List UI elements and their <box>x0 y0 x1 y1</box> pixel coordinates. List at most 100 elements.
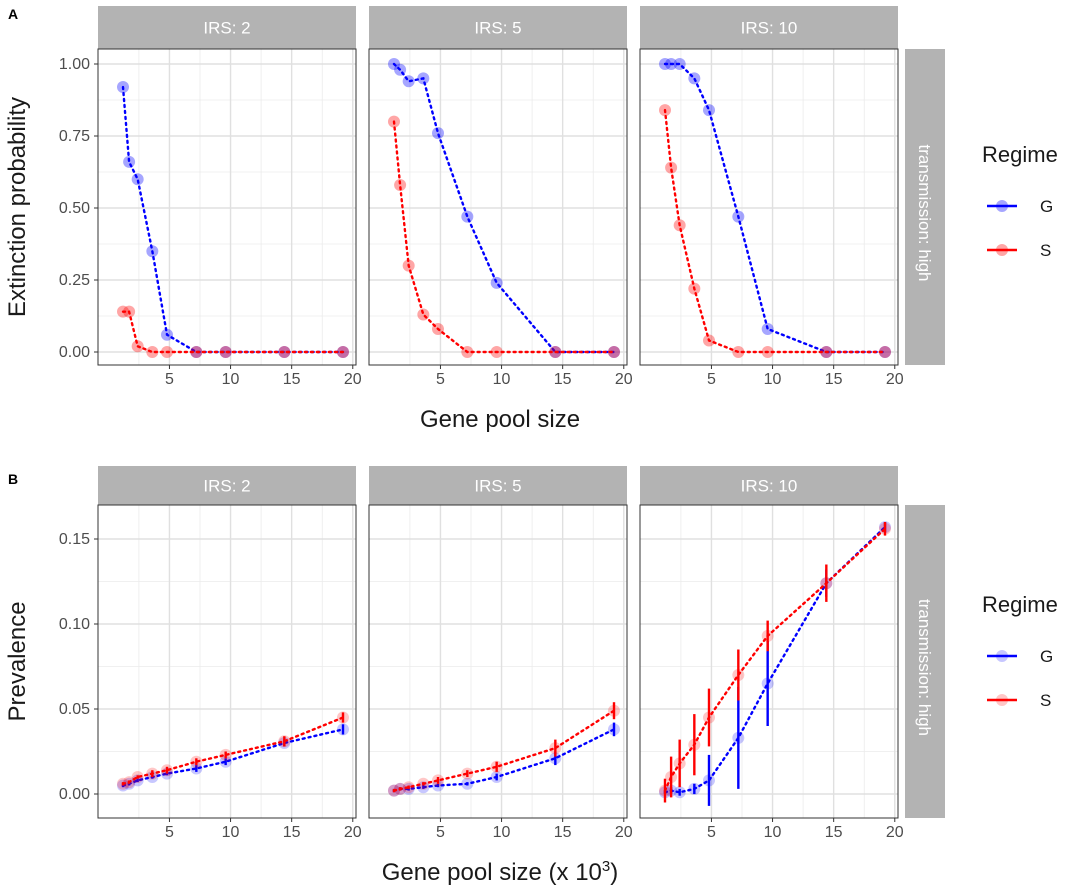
data-point-S <box>703 711 715 724</box>
legend-label-G: G <box>1040 197 1053 216</box>
y-axis-title: Prevalence <box>4 601 31 721</box>
panel-border <box>639 504 899 819</box>
data-point-G <box>659 58 671 70</box>
facet-strip <box>640 466 898 505</box>
y-tick-label: 0.50 <box>59 200 90 217</box>
data-point-G <box>117 81 129 94</box>
data-point-S <box>608 704 620 717</box>
data-point-G <box>732 731 745 744</box>
data-point-S <box>417 777 430 790</box>
y-tick-label: 0.15 <box>59 531 90 548</box>
x-axis-title-main: Gene pool size (x 10 <box>382 859 602 886</box>
facet-strip <box>98 6 356 49</box>
data-point-G <box>549 752 562 765</box>
data-point-G <box>461 777 474 790</box>
data-point-G <box>490 276 503 289</box>
data-point-S <box>337 346 349 358</box>
facet-A-2: IRS: 5 5 10 15 20 <box>368 6 633 388</box>
data-point-G <box>394 63 407 76</box>
facet-A-3: IRS: 10 5 10 15 20 <box>639 6 904 388</box>
facet-strip-label: IRS: 10 <box>741 477 798 496</box>
data-point-G <box>490 771 503 783</box>
data-point-G <box>131 173 144 186</box>
data-point-S <box>123 305 136 318</box>
plot-background <box>98 505 356 818</box>
data-point-G <box>688 72 701 85</box>
facet-B-1: IRS: 2 5 10 15 20 <box>97 466 362 841</box>
data-point-S <box>337 711 349 724</box>
data-point-S <box>161 346 173 358</box>
row-strip-label: transmission: high <box>915 599 934 736</box>
data-point-S <box>161 764 173 777</box>
data-point-S <box>549 742 562 755</box>
data-point-G <box>761 677 774 690</box>
x-axis-title-end: ) <box>610 859 618 886</box>
y-tick-label: 0.25 <box>59 272 90 289</box>
facet-B-2: IRS: 5 5 10 15 20 <box>368 466 633 841</box>
x-tick-label: 20 <box>344 371 362 388</box>
data-point-G <box>608 346 620 358</box>
data-point-S <box>402 259 415 272</box>
data-point-S <box>608 346 620 358</box>
series-line-G <box>663 62 887 354</box>
x-tick-label: 20 <box>344 824 362 841</box>
facet-strip-label: IRS: 5 <box>474 477 521 496</box>
data-point-G <box>388 58 400 70</box>
plot-background <box>640 49 898 365</box>
data-point-S <box>688 738 701 751</box>
data-point-S <box>123 776 136 789</box>
legend-key-point-G <box>996 200 1008 212</box>
row-strip-label: transmission: high <box>915 144 934 281</box>
plot-background <box>98 49 356 365</box>
x-tick-label: 5 <box>707 824 716 841</box>
data-point-S <box>117 777 129 790</box>
data-point-S <box>820 577 833 590</box>
x-tick-label: 15 <box>283 371 301 388</box>
data-point-G <box>402 75 415 88</box>
legend-title: Regime <box>982 592 1058 617</box>
facet-strip-label: IRS: 2 <box>203 19 250 38</box>
data-point-S <box>688 282 701 295</box>
data-point-S <box>659 104 671 117</box>
data-point-G <box>761 322 774 335</box>
plot-background <box>369 49 627 365</box>
series-line-S <box>121 310 345 354</box>
legend-key-point-S <box>996 694 1008 706</box>
data-point-G <box>665 58 678 70</box>
x-tick-label: 10 <box>493 824 511 841</box>
y-tick-label: 0.00 <box>59 786 90 803</box>
x-axis-title-superscript: 3 <box>602 858 610 875</box>
x-axis-title: Gene pool size (x 103) <box>382 858 618 886</box>
data-point-S <box>879 346 891 358</box>
x-tick-label: 15 <box>825 824 843 841</box>
facet-strip <box>98 466 356 505</box>
panel-border <box>97 504 357 819</box>
x-tick-label: 5 <box>707 371 716 388</box>
data-point-G <box>337 723 349 736</box>
y-tick-label: 0.10 <box>59 616 90 633</box>
x-tick-label: 10 <box>222 371 240 388</box>
data-point-S <box>417 308 430 321</box>
x-tick-label: 5 <box>436 371 445 388</box>
data-point-S <box>432 322 444 335</box>
data-point-S <box>388 784 400 797</box>
facet-strip <box>369 6 627 49</box>
data-point-S <box>879 522 891 535</box>
data-point-G <box>278 346 291 358</box>
x-tick-label: 5 <box>165 371 174 388</box>
legend-label-S: S <box>1040 241 1051 260</box>
panel-border <box>97 48 357 366</box>
data-point-S <box>432 774 444 787</box>
series-line-S <box>663 108 887 354</box>
y-tick-label: 0.05 <box>59 701 90 718</box>
y-axis-title: Extinction probability <box>4 97 31 317</box>
series-line-G <box>121 728 345 787</box>
facet-strip <box>640 6 898 49</box>
data-point-S <box>461 346 474 358</box>
data-point-S <box>190 755 203 768</box>
x-tick-label: 20 <box>615 371 633 388</box>
data-point-S <box>131 771 144 783</box>
facet-strip-label: IRS: 10 <box>741 19 798 38</box>
y-tick-label: 1.00 <box>59 56 90 73</box>
